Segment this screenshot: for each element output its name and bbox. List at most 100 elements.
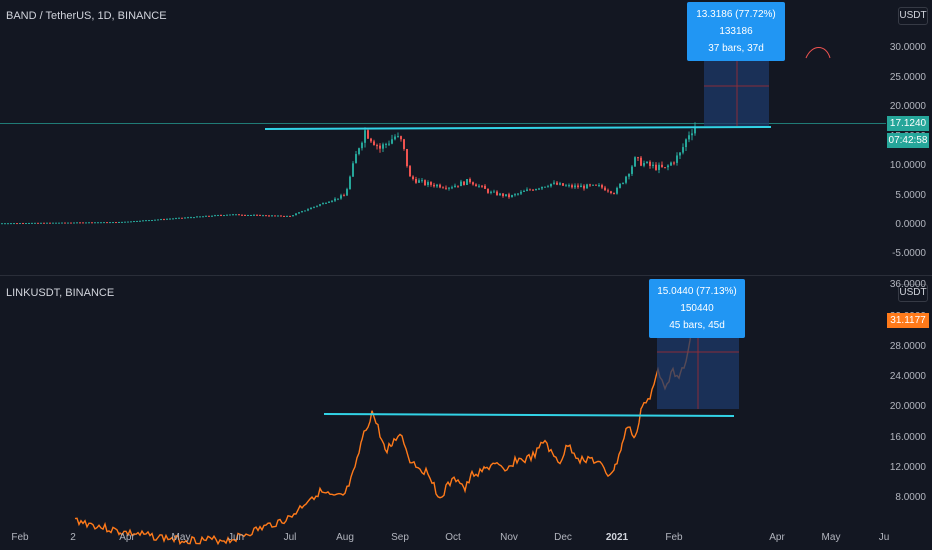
band-candle-body [253,214,255,216]
band-candle-body [121,221,123,223]
band-candle-body [178,217,180,219]
band-candle-body [148,220,150,222]
band-candle-body [304,210,306,212]
band-candle-body [547,186,549,188]
band-candle-body [136,220,138,222]
band-candle-body [499,193,501,196]
band-candle-body [118,222,120,224]
time-axis-label: Nov [500,532,518,543]
band-candle-body [415,178,417,183]
top-price-tick-label: 10.0000 [889,160,926,171]
band-candle-body [202,216,204,218]
band-candle-body [556,182,558,185]
band-candle-body [367,130,369,139]
band-candle-body [100,222,102,224]
band-candle-body [484,185,486,189]
time-axis-label: May [171,532,191,543]
band-candle-body [472,182,474,185]
bottom-pane-title[interactable]: LINKUSDT, BINANCE [6,287,115,299]
band-candle-body [505,194,507,197]
band-candle-body [229,214,231,216]
band-candle-body [634,157,636,167]
time-axis-label: Feb [11,532,29,543]
band-candle-body [535,188,537,191]
band-candle-body [373,141,375,146]
band-candle-body [502,193,504,197]
band-candle-body [409,166,411,177]
band-candle-body [352,163,354,177]
band-candle-body [430,182,432,185]
band-candle-body [424,180,426,186]
band-candle-body [394,136,396,140]
band-candle-body [673,162,675,164]
band-candle-body [331,200,333,202]
band-candle-body [1,223,3,225]
band-candle-body [622,182,624,184]
band-candle-body [31,222,33,224]
band-candle-body [649,161,651,166]
band-candle-body [643,163,645,166]
time-axis-label: Sep [391,532,409,543]
band-candle-body [646,161,648,164]
band-candle-body [127,221,129,223]
band-candle-body [46,222,48,224]
band-candle-body [103,222,105,224]
band-candle-body [361,142,363,149]
band-candle-body [307,209,309,211]
bottom-measure-line2: 45 bars, 45d [669,320,725,331]
band-candle-body [334,198,336,201]
top-countdown-tag: 07:42:58 [887,133,929,148]
band-candle-body [238,214,240,216]
band-candle-body [319,204,321,206]
band-candle-body [553,182,555,184]
band-candle-body [265,215,267,217]
pane-divider[interactable] [0,275,932,276]
band-candle-body [460,181,462,187]
band-candle-body [181,217,183,219]
band-candle-body [379,145,381,149]
top-price-tick-label: 30.0000 [889,42,926,53]
band-candle-body [406,148,408,167]
band-candle-body [358,148,360,155]
band-candle-body [412,176,414,179]
band-candle-body [271,215,273,217]
time-axis-label: Dec [554,532,572,543]
bottom-price-tick-label: 12.0000 [889,462,926,473]
top-price-tick-label: 5.0000 [895,190,926,201]
band-candle-body [22,223,24,225]
band-candle-body [607,190,609,192]
top-measure-line1: 13.3186 (77.72%) 133186 [696,9,776,37]
band-candle-body [544,186,546,188]
band-candle-body [76,222,78,224]
band-candle-body [169,218,171,220]
band-candle-body [691,133,693,136]
band-candle-body [190,217,192,219]
bottom-unit-button[interactable]: USDT [898,284,928,302]
band-candle-body [160,219,162,221]
band-candle-body [613,193,615,195]
band-candle-body [166,218,168,220]
time-axis-label: Apr [769,532,785,543]
band-candle-body [154,219,156,221]
band-candle-body [667,165,669,168]
top-drawing-arc [805,47,831,59]
band-candle-body [676,155,678,163]
band-candle-body [628,173,630,177]
top-pane-title[interactable]: BAND / TetherUS, 1D, BINANCE [6,10,167,22]
top-trendline [264,126,772,130]
band-candle-body [604,187,606,191]
band-candle-body [541,186,543,189]
time-axis-label: May [821,532,841,543]
top-unit-button[interactable]: USDT [898,7,928,25]
band-candle-body [568,185,570,187]
band-candle-body [55,222,57,224]
band-candle-body [538,188,540,190]
bottom-price-tick-label: 8.0000 [895,492,926,503]
band-candle-body [670,162,672,166]
band-candle-body [25,223,27,225]
band-candle-body [682,147,684,153]
band-candle-body [427,182,429,186]
band-candle-body [400,136,402,140]
band-candle-body [574,185,576,188]
